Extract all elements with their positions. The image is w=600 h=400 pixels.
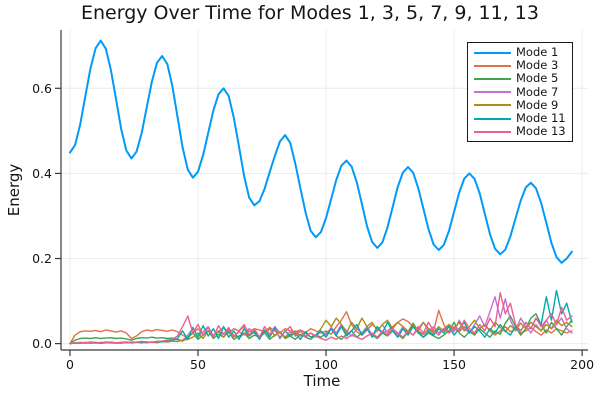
x-tick-label: 0: [66, 357, 74, 372]
y-tick-label: 0.2: [32, 251, 52, 266]
y-axis-label: Energy: [5, 163, 23, 217]
legend-item: Mode 13: [474, 125, 570, 138]
x-tick-label: 100: [314, 357, 338, 372]
series-lines: [69, 39, 573, 345]
legend-item-label: Mode 13: [516, 124, 566, 139]
series-line-mode-5: [69, 313, 573, 345]
legend-line-sample: [474, 77, 511, 80]
y-tick-label: 0.6: [32, 81, 52, 96]
chart-title: Energy Over Time for Modes 1, 3, 5, 7, 9…: [81, 2, 539, 24]
legend-line-sample: [474, 104, 511, 107]
y-tick-label: 0.0: [32, 336, 52, 351]
series-line-mode-13: [69, 291, 573, 345]
legend-item-label: Mode 3: [516, 58, 559, 73]
x-tick-label: 200: [570, 357, 594, 372]
legend-line-sample: [474, 91, 511, 94]
legend-line-sample: [474, 117, 511, 120]
legend-item: Mode 1: [474, 46, 570, 59]
legend-item-label: Mode 1: [516, 45, 559, 60]
legend-item: Mode 3: [474, 59, 570, 72]
x-tick-label: 150: [442, 357, 466, 372]
x-tick-label: 50: [190, 357, 206, 372]
legend-item-label: Mode 7: [516, 84, 559, 99]
legend-item-label: Mode 9: [516, 97, 559, 112]
legend-item: Mode 7: [474, 84, 570, 99]
legend: Mode 1 Mode 3 Mode 5 Mode 7 Mode 9 Mode 11 Mod…: [467, 42, 573, 143]
tick-labels: 0 50 100 150 200 0.0 0.2 0.4 0.6: [32, 81, 594, 372]
legend-item-label: Mode 5: [516, 71, 559, 86]
legend-line-sample: [474, 51, 511, 54]
series-line-mode-1: [69, 39, 573, 264]
legend-item-label: Mode 11: [516, 111, 566, 126]
axes: [55, 30, 588, 356]
y-tick-label: 0.4: [32, 166, 52, 181]
legend-item: Mode 11: [474, 112, 570, 125]
legend-item: Mode 9: [474, 97, 570, 112]
legend-line-sample: [474, 130, 511, 133]
x-axis-label: Time: [303, 372, 341, 390]
legend-line-sample: [474, 64, 511, 67]
legend-item: Mode 5: [474, 72, 570, 85]
